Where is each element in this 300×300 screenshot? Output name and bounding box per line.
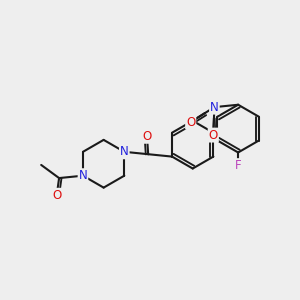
- Text: O: O: [142, 130, 152, 143]
- Text: N: N: [79, 169, 87, 182]
- Text: N: N: [210, 100, 219, 114]
- Text: F: F: [235, 159, 242, 172]
- Text: N: N: [120, 145, 129, 158]
- Text: O: O: [52, 189, 61, 202]
- Text: O: O: [209, 129, 218, 142]
- Text: O: O: [186, 116, 195, 128]
